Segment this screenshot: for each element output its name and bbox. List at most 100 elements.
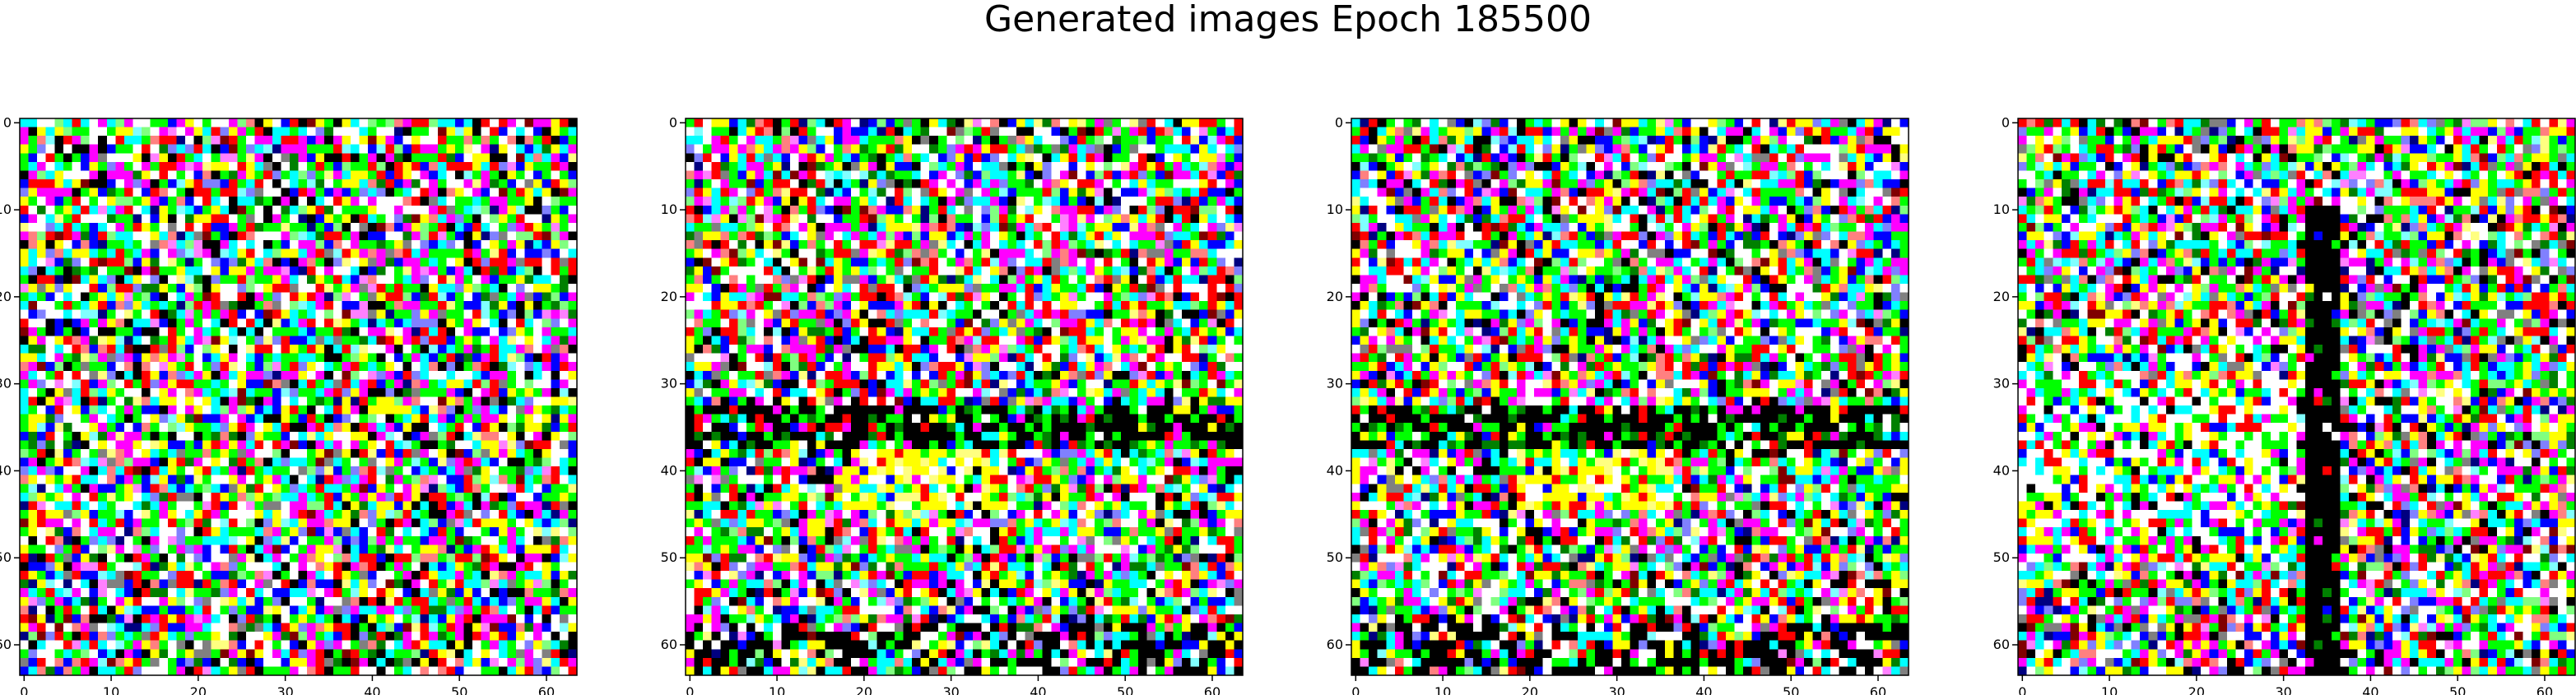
pixel: [807, 161, 817, 172]
pixel: [176, 579, 186, 589]
pixel: [385, 405, 395, 415]
pixel: [115, 396, 125, 406]
pixel: [420, 518, 430, 528]
pixel: [184, 205, 195, 215]
pixel: [463, 518, 473, 528]
pixel: [1120, 153, 1131, 163]
pixel: [1207, 118, 1217, 128]
pixel: [481, 423, 491, 433]
pixel: [63, 127, 73, 137]
pixel: [123, 448, 134, 459]
pixel: [798, 127, 808, 137]
pixel: [98, 370, 108, 380]
pixel: [964, 205, 974, 215]
pixel: [272, 423, 281, 433]
pixel: [202, 292, 212, 302]
pixel: [211, 588, 221, 598]
pixel: [1095, 205, 1104, 215]
pixel: [289, 535, 300, 545]
pixel: [507, 318, 517, 328]
pixel: [542, 309, 551, 319]
pixel: [412, 240, 421, 250]
pixel: [63, 231, 73, 241]
pixel: [463, 571, 473, 581]
pixel: [1034, 179, 1044, 189]
pixel: [542, 396, 551, 406]
pixel: [167, 205, 178, 215]
pixel: [350, 466, 360, 476]
pixel: [237, 579, 247, 589]
pixel: [37, 144, 47, 154]
pixel: [402, 318, 412, 328]
pixel: [254, 579, 264, 589]
pixel: [412, 535, 421, 545]
pixel: [307, 457, 317, 467]
pixel: [998, 179, 1008, 189]
pixel: [246, 440, 256, 450]
pixel: [272, 440, 281, 450]
pixel: [123, 387, 134, 398]
pixel: [289, 327, 300, 337]
pixel: [63, 118, 73, 128]
pixel: [342, 666, 351, 676]
pixel: [263, 353, 273, 363]
pixel: [350, 431, 360, 441]
pixel: [89, 153, 99, 163]
pixel: [481, 518, 491, 528]
pixel: [542, 248, 551, 258]
pixel: [167, 535, 178, 545]
pixel: [106, 571, 116, 581]
pixel: [20, 257, 30, 267]
pixel: [402, 144, 412, 154]
pixel: [106, 562, 116, 572]
pixel: [342, 657, 351, 668]
pixel: [98, 170, 108, 180]
pixel: [106, 231, 116, 241]
pixel: [332, 588, 342, 598]
pixel: [123, 144, 134, 154]
pixel: [332, 562, 342, 572]
pixel: [868, 170, 878, 180]
pixel: [254, 353, 264, 363]
pixel: [533, 257, 543, 267]
pixel: [315, 657, 325, 668]
pixel: [1103, 153, 1113, 163]
pixel: [559, 448, 570, 459]
pixel: [237, 562, 247, 572]
pixel: [711, 170, 721, 180]
pixel: [72, 632, 81, 642]
pixel: [298, 266, 308, 276]
pixel: [342, 640, 351, 650]
pixel: [359, 448, 369, 459]
pixel: [833, 136, 844, 146]
pixel: [272, 466, 281, 476]
pixel: [289, 571, 300, 581]
pixel: [350, 657, 360, 668]
pixel: [551, 118, 560, 128]
pixel: [54, 666, 64, 676]
pixel: [472, 649, 482, 659]
pixel: [551, 161, 560, 172]
pixel: [568, 266, 578, 276]
pixel: [184, 431, 195, 441]
pixel: [202, 571, 212, 581]
pixel: [551, 170, 560, 180]
pixel: [376, 336, 386, 345]
pixel: [98, 657, 108, 668]
pixel: [81, 205, 91, 215]
pixel: [454, 440, 465, 450]
pixel: [123, 292, 134, 302]
pixel: [720, 205, 730, 215]
pixel: [289, 423, 300, 433]
pixel: [429, 518, 439, 528]
pixel: [385, 518, 395, 528]
pixel: [1129, 188, 1139, 197]
pixel: [202, 370, 212, 380]
pixel: [324, 605, 334, 615]
pixel: [237, 240, 247, 250]
pixel: [559, 266, 570, 276]
pixel: [81, 214, 91, 224]
pixel: [703, 197, 713, 206]
pixel: [28, 492, 38, 503]
pixel: [254, 492, 264, 503]
